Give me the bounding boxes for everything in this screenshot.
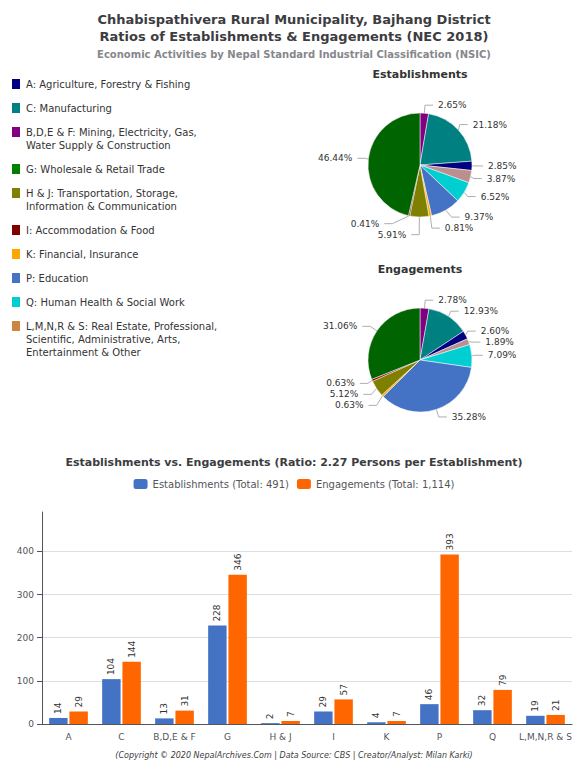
svg-text:104: 104 [106, 658, 116, 675]
svg-text:B,D,E & F: Mining, Electricity: B,D,E & F: Mining, Electricity, Gas, [26, 127, 197, 138]
svg-text:29: 29 [318, 696, 328, 708]
svg-text:Economic Activities by Nepal S: Economic Activities by Nepal Standard In… [97, 49, 491, 60]
svg-text:Establishments: Establishments [372, 68, 468, 81]
svg-text:(Copyright © 2020 NepalArchive: (Copyright © 2020 NepalArchives.Com | Da… [115, 751, 472, 760]
svg-text:Ratios of Establishments & Eng: Ratios of Establishments & Engagements (… [100, 29, 489, 44]
svg-text:3.87%: 3.87% [487, 174, 516, 184]
svg-text:21: 21 [551, 699, 561, 710]
svg-text:Engagements (Total: 1,114): Engagements (Total: 1,114) [316, 479, 455, 490]
svg-text:19: 19 [530, 700, 540, 712]
svg-text:13: 13 [159, 703, 169, 714]
svg-text:B,D,E & F: B,D,E & F [153, 732, 195, 742]
svg-text:7: 7 [286, 711, 296, 717]
svg-text:32: 32 [477, 695, 487, 706]
svg-text:C: C [118, 732, 124, 742]
svg-text:Water Supply & Construction: Water Supply & Construction [26, 140, 171, 151]
svg-text:35.28%: 35.28% [452, 412, 487, 422]
svg-text:46: 46 [424, 688, 434, 700]
svg-text:12.93%: 12.93% [464, 306, 499, 316]
svg-text:57: 57 [339, 684, 349, 695]
svg-text:2.65%: 2.65% [438, 100, 467, 110]
svg-text:79: 79 [498, 674, 508, 686]
svg-text:200: 200 [17, 633, 34, 643]
svg-text:H & J: Transportation, Storage: H & J: Transportation, Storage, [26, 188, 178, 199]
svg-text:Q: Human Health & Social Work: Q: Human Health & Social Work [26, 297, 185, 308]
svg-text:7: 7 [392, 711, 402, 717]
svg-text:0.63%: 0.63% [326, 378, 355, 388]
svg-text:A: A [65, 732, 72, 742]
svg-text:Information & Communication: Information & Communication [26, 201, 177, 212]
svg-text:Entertainment & Other: Entertainment & Other [26, 347, 142, 358]
svg-text:I: Accommodation & Food: I: Accommodation & Food [26, 225, 155, 236]
svg-text:2: 2 [265, 713, 275, 719]
svg-text:L,M,N,R & S: Real Estate, Prof: L,M,N,R & S: Real Estate, Professional, [26, 321, 217, 332]
svg-text:K: K [384, 732, 391, 742]
svg-text:H & J: H & J [269, 732, 291, 742]
svg-text:400: 400 [17, 546, 34, 556]
svg-text:393: 393 [445, 533, 455, 550]
svg-text:9.37%: 9.37% [465, 212, 494, 222]
svg-text:0.41%: 0.41% [351, 219, 380, 229]
svg-text:0.81%: 0.81% [445, 223, 474, 233]
svg-text:1.89%: 1.89% [485, 337, 514, 347]
svg-text:Scientific, Administrative, Ar: Scientific, Administrative, Arts, [26, 334, 180, 345]
svg-text:4: 4 [371, 712, 381, 718]
svg-text:7.09%: 7.09% [488, 350, 517, 360]
svg-text:31.06%: 31.06% [323, 321, 358, 331]
svg-text:228: 228 [212, 604, 222, 621]
svg-text:29: 29 [74, 696, 84, 708]
svg-text:5.12%: 5.12% [330, 389, 359, 399]
svg-text:14: 14 [53, 702, 63, 714]
svg-text:2.78%: 2.78% [438, 295, 467, 305]
svg-text:A: Agriculture, Forestry & Fis: A: Agriculture, Forestry & Fishing [26, 79, 190, 90]
svg-text:0: 0 [28, 719, 34, 729]
svg-text:P: Education: P: Education [26, 273, 88, 284]
svg-text:346: 346 [233, 553, 243, 570]
svg-text:K: Financial, Insurance: K: Financial, Insurance [26, 249, 138, 260]
svg-text:G: G [224, 732, 231, 742]
svg-text:100: 100 [17, 676, 34, 686]
svg-text:Establishments (Total: 491): Establishments (Total: 491) [153, 479, 289, 490]
svg-text:Engagements: Engagements [378, 263, 463, 276]
svg-text:144: 144 [127, 640, 137, 657]
svg-text:300: 300 [17, 590, 34, 600]
svg-text:2.85%: 2.85% [488, 161, 517, 171]
svg-text:C: Manufacturing: C: Manufacturing [26, 103, 112, 114]
svg-text:Establishments vs. Engagements: Establishments vs. Engagements (Ratio: 2… [65, 456, 522, 469]
svg-text:6.52%: 6.52% [481, 192, 510, 202]
svg-text:46.44%: 46.44% [318, 153, 353, 163]
svg-text:L,M,N,R & S: L,M,N,R & S [519, 732, 572, 742]
svg-text:31: 31 [180, 695, 190, 706]
svg-text:2.60%: 2.60% [481, 326, 510, 336]
svg-text:5.91%: 5.91% [378, 230, 407, 240]
svg-text:Chhabispathivera Rural Municip: Chhabispathivera Rural Municipality, Baj… [97, 12, 490, 27]
svg-text:P: P [437, 732, 443, 742]
svg-text:Q: Q [489, 732, 496, 742]
svg-text:21.18%: 21.18% [473, 120, 508, 130]
svg-text:G: Wholesale & Retail Trade: G: Wholesale & Retail Trade [26, 164, 165, 175]
svg-text:0.63%: 0.63% [335, 400, 364, 410]
svg-text:I: I [332, 732, 335, 742]
